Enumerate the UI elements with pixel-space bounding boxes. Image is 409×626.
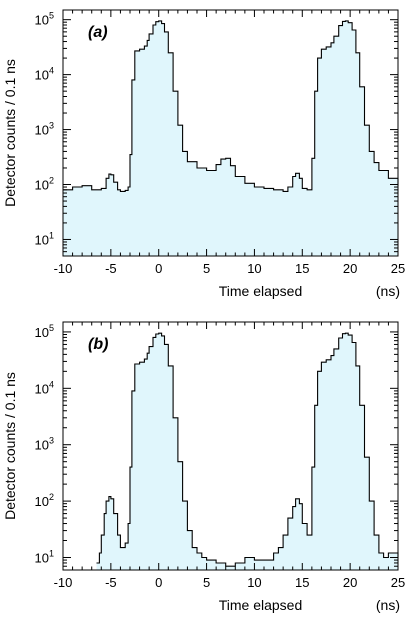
y-tick-label: 105 — [35, 323, 54, 340]
plot-frame — [62, 9, 399, 257]
y-tick-label-base: 10 — [35, 178, 49, 193]
x-tick-label: -5 — [105, 261, 117, 276]
x-tick-label: 20 — [343, 261, 357, 276]
x-axis-unit: (ns) — [376, 283, 400, 299]
y-tick-label: 103 — [35, 121, 54, 138]
x-axis-label: Time elapsed — [219, 597, 303, 613]
y-tick-label-base: 10 — [35, 232, 49, 247]
y-tick-label-exponent: 2 — [49, 176, 54, 186]
y-tick-label-exponent: 4 — [49, 66, 54, 76]
y-tick-label-base: 10 — [35, 68, 49, 83]
y-tick-label-exponent: 3 — [49, 121, 54, 131]
plot-frame — [62, 321, 399, 571]
x-tick-label: 10 — [247, 575, 261, 590]
y-tick-label: 103 — [35, 436, 54, 453]
x-tick-label: -5 — [105, 575, 117, 590]
y-tick-label-exponent: 3 — [49, 436, 54, 446]
x-axis-label: Time elapsed — [219, 283, 303, 299]
y-tick-label-base: 10 — [35, 381, 49, 396]
y-tick-label-base: 10 — [35, 123, 49, 138]
series-line — [96, 332, 399, 567]
x-tick-label: 0 — [155, 261, 162, 276]
y-tick-label-base: 10 — [35, 13, 49, 28]
y-axis-label: Detector counts / 0.1 ns — [2, 59, 18, 207]
y-tick-label: 101 — [35, 230, 54, 247]
y-tick-label-exponent: 5 — [49, 323, 54, 333]
panel-label: (b) — [88, 336, 108, 353]
x-tick-label: 5 — [203, 575, 210, 590]
y-tick-label-exponent: 4 — [49, 379, 54, 389]
y-tick-label-exponent: 2 — [49, 492, 54, 502]
y-tick-label-exponent: 1 — [49, 230, 54, 240]
y-tick-label: 102 — [35, 492, 54, 509]
y-tick-label-base: 10 — [35, 325, 49, 340]
y-tick-label-exponent: 1 — [49, 548, 54, 558]
x-tick-label: -10 — [54, 261, 73, 276]
x-tick-label: -10 — [54, 575, 73, 590]
x-tick-label: 10 — [247, 261, 261, 276]
y-tick-label-base: 10 — [35, 438, 49, 453]
series-line — [63, 20, 399, 192]
x-tick-label: 20 — [343, 575, 357, 590]
x-tick-label: 5 — [203, 261, 210, 276]
x-tick-label: 15 — [295, 575, 309, 590]
panel-label: (a) — [88, 24, 108, 41]
series-fill-area — [63, 20, 398, 257]
y-tick-label-base: 10 — [35, 550, 49, 565]
y-tick-label-exponent: 5 — [49, 11, 54, 21]
y-tick-label: 102 — [35, 176, 54, 193]
x-tick-label: 25 — [391, 261, 405, 276]
y-tick-label: 104 — [35, 379, 54, 396]
y-tick-label-base: 10 — [35, 494, 49, 509]
y-tick-label: 104 — [35, 66, 54, 83]
y-axis-label: Detector counts / 0.1 ns — [2, 372, 18, 520]
series-fill-area — [96, 333, 398, 570]
y-tick-label: 101 — [35, 548, 54, 565]
x-tick-label: 25 — [391, 575, 405, 590]
y-tick-label: 105 — [35, 11, 54, 28]
x-tick-label: 15 — [295, 261, 309, 276]
x-axis-unit: (ns) — [376, 597, 400, 613]
x-tick-label: 0 — [155, 575, 162, 590]
